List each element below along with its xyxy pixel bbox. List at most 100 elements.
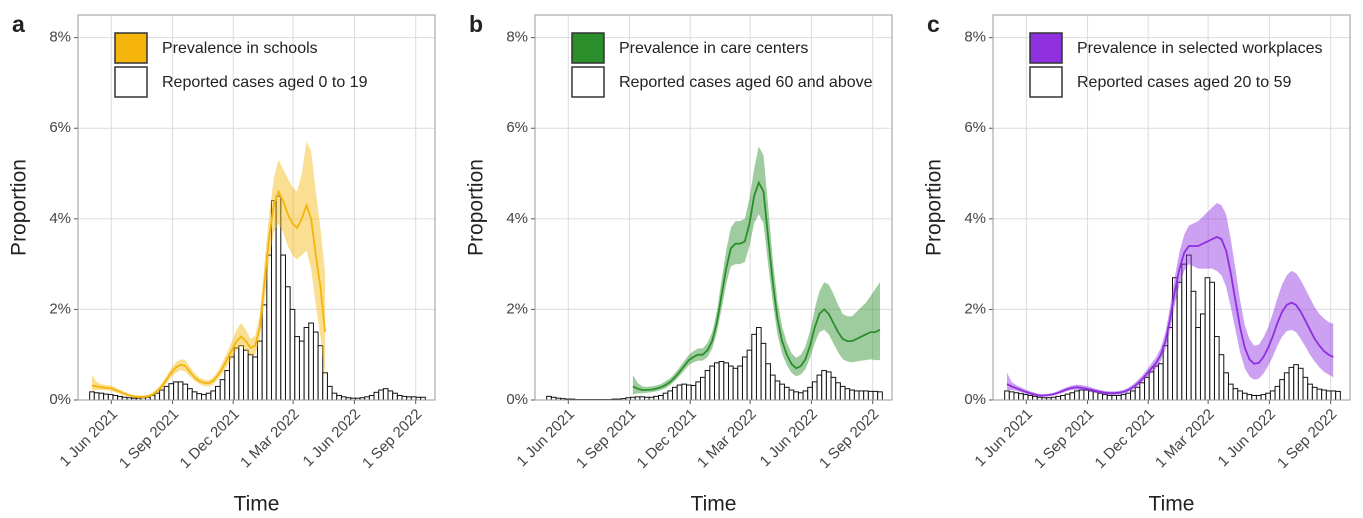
- x-tick-label: 1 Sep 2022: [359, 406, 425, 472]
- line: [632, 180, 881, 391]
- bar: [681, 383, 688, 401]
- bar: [755, 327, 762, 401]
- bar: [802, 390, 809, 401]
- bar: [1088, 390, 1094, 401]
- legend-swatch: [1029, 66, 1063, 98]
- bar: [839, 385, 846, 401]
- bar: [336, 394, 342, 401]
- plot-border: [77, 14, 436, 401]
- bar: [1102, 394, 1108, 401]
- bar: [326, 385, 333, 401]
- bar: [224, 370, 231, 401]
- legend-swatch: [114, 66, 148, 98]
- bar: [1120, 394, 1127, 401]
- bar: [662, 392, 669, 401]
- y-tick-label: 8%: [964, 29, 986, 46]
- bar: [858, 390, 865, 401]
- bar: [700, 376, 706, 401]
- bar: [1162, 345, 1169, 401]
- line: [91, 189, 326, 398]
- bar: [1106, 394, 1113, 401]
- bar: [830, 376, 837, 401]
- bar: [256, 340, 263, 401]
- plot-border: [992, 14, 1351, 401]
- bar: [205, 392, 212, 401]
- bar: [373, 391, 380, 401]
- legend-swatch: [114, 32, 148, 64]
- bar: [853, 390, 860, 401]
- bar: [1260, 394, 1267, 401]
- bar: [849, 389, 855, 401]
- y-tick-label: 8%: [506, 29, 528, 46]
- bar: [238, 345, 245, 401]
- bar: [312, 331, 319, 401]
- line: [1006, 235, 1334, 397]
- bar: [788, 389, 795, 401]
- x-axis-title: Time: [691, 493, 737, 516]
- bar: [1008, 391, 1015, 401]
- bar: [1069, 392, 1076, 401]
- bar: [1148, 371, 1155, 401]
- x-tick-label: 1 Jun 2021: [513, 406, 578, 471]
- bar: [1209, 281, 1215, 401]
- bar: [863, 390, 869, 401]
- bar: [1022, 394, 1029, 401]
- legend-label: Reported cases aged 20 to 59: [1077, 74, 1291, 91]
- bar: [1134, 386, 1141, 401]
- bar: [1074, 390, 1080, 401]
- y-tick-label: 6%: [49, 119, 71, 136]
- bar: [93, 392, 100, 401]
- bar: [182, 383, 189, 401]
- bar: [737, 365, 743, 401]
- bar: [247, 354, 254, 401]
- legend-label: Prevalence in schools: [162, 40, 318, 57]
- legend-label: Prevalence in selected workplaces: [1077, 40, 1322, 57]
- legend-label: Reported cases aged 60 and above: [619, 74, 873, 91]
- bar: [1064, 393, 1071, 401]
- y-tick-label: 2%: [964, 300, 986, 317]
- y-tick-label: 0%: [49, 391, 71, 408]
- bar: [676, 384, 683, 401]
- bar: [1013, 392, 1020, 401]
- bar: [732, 367, 739, 401]
- y-tick-label: 4%: [506, 210, 528, 227]
- bar: [1125, 392, 1132, 401]
- bar: [1195, 327, 1201, 401]
- x-tick-label: 1 Sep 2021: [116, 406, 182, 472]
- bar: [210, 390, 217, 401]
- bar: [252, 356, 258, 401]
- bar: [1083, 389, 1090, 401]
- x-tick-label: 1 Mar 2022: [694, 406, 760, 472]
- bar: [1185, 254, 1192, 401]
- x-tick-label: 1 Jun 2022: [300, 406, 365, 471]
- bar: [275, 195, 282, 401]
- bar: [368, 394, 375, 401]
- bar: [168, 383, 175, 401]
- bar: [387, 390, 394, 401]
- bar: [1227, 383, 1234, 401]
- bar: [89, 391, 95, 401]
- bar: [378, 389, 384, 401]
- bar: [718, 361, 725, 401]
- x-tick-label: 1 Jun 2022: [757, 406, 822, 471]
- bar: [1055, 395, 1062, 401]
- bar: [1167, 327, 1173, 401]
- bar: [1097, 392, 1104, 401]
- bar: [284, 286, 291, 401]
- bar: [1321, 389, 1327, 401]
- x-tick-label: 1 Sep 2022: [816, 406, 882, 472]
- bar: [289, 308, 296, 401]
- bar: [1004, 390, 1010, 401]
- bar: [392, 392, 398, 401]
- bar: [1330, 390, 1337, 401]
- bar: [667, 390, 674, 401]
- panel-letter: c: [927, 11, 940, 37]
- bar: [760, 342, 767, 401]
- bar: [1246, 394, 1253, 401]
- bar: [1078, 389, 1085, 401]
- legend-label: Reported cases aged 0 to 19: [162, 74, 368, 91]
- bar: [1241, 392, 1248, 401]
- bar: [1279, 379, 1285, 401]
- y-tick-label: 2%: [506, 300, 528, 317]
